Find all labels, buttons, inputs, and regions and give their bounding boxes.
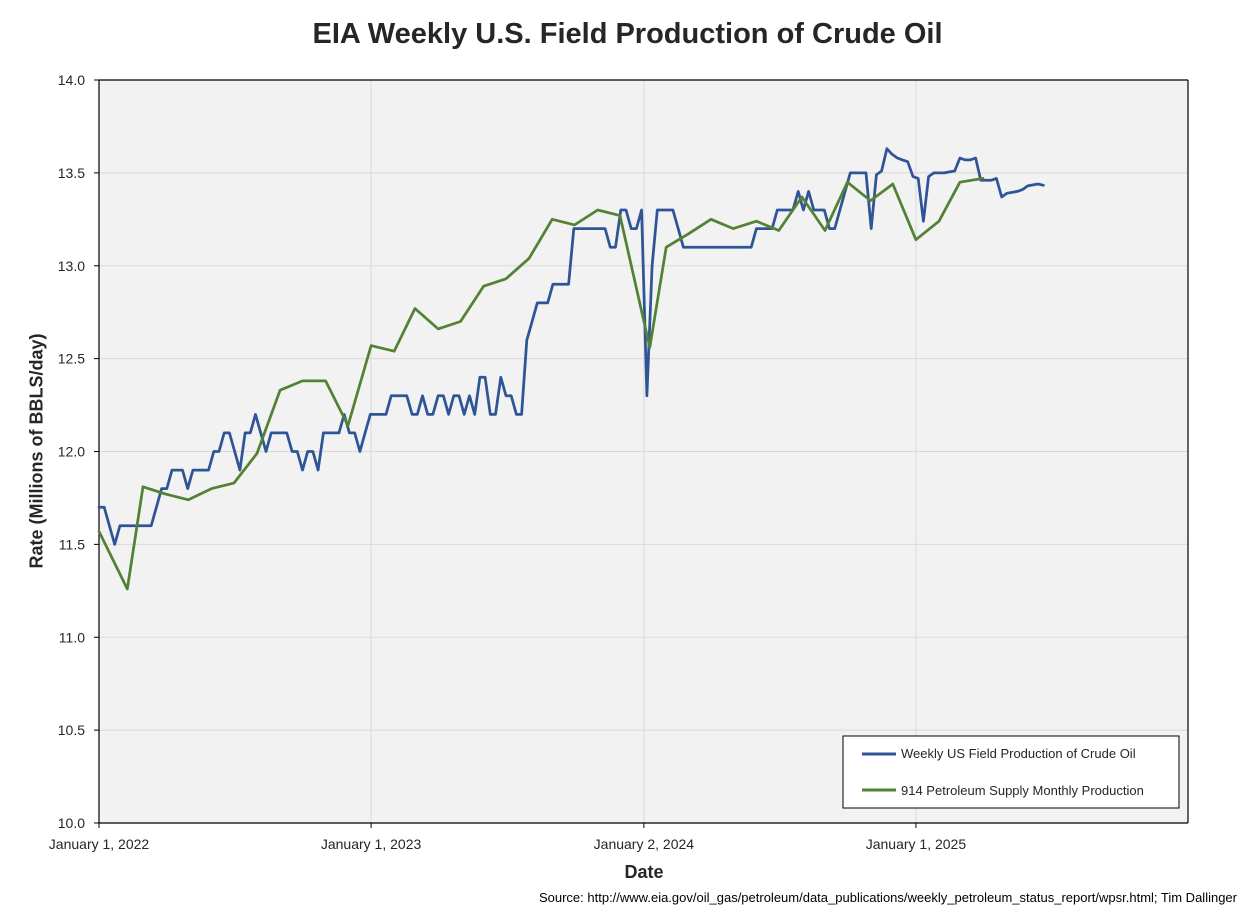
y-tick-label: 10.5 bbox=[58, 722, 85, 738]
legend-label-weekly: Weekly US Field Production of Crude Oil bbox=[901, 746, 1136, 761]
y-tick-label: 14.0 bbox=[58, 72, 85, 88]
x-tick-label: January 1, 2023 bbox=[321, 836, 422, 852]
y-axis-label: Rate (Millions of BBLS/day) bbox=[26, 333, 47, 569]
y-tick-label: 12.0 bbox=[58, 444, 85, 460]
y-tick-label: 13.5 bbox=[58, 165, 85, 181]
x-tick-label: January 1, 2022 bbox=[49, 836, 150, 852]
y-tick-label: 11.0 bbox=[59, 629, 85, 645]
chart-title: EIA Weekly U.S. Field Production of Crud… bbox=[312, 18, 943, 50]
x-tick-label: January 2, 2024 bbox=[594, 836, 695, 852]
series-line-914-monthly-production bbox=[97, 177, 985, 591]
legend-box bbox=[842, 735, 1180, 809]
y-axis-ticks: 10.0 10.5 11.0 11.5 12.0 12.5 13.0 13.5 14.0 bbox=[58, 72, 99, 831]
y-tick-label: 12.5 bbox=[58, 351, 85, 367]
series-lines bbox=[97, 147, 1045, 591]
y-tick-label: 13.0 bbox=[58, 258, 85, 274]
x-axis-label: Date bbox=[624, 862, 664, 882]
x-tick-label: January 1, 2025 bbox=[866, 836, 967, 852]
source-note: Source: http://www.eia.gov/oil_gas/petro… bbox=[538, 890, 1237, 905]
legend-label-monthly: 914 Petroleum Supply Monthly Production bbox=[901, 783, 1144, 798]
y-tick-label: 11.5 bbox=[59, 536, 85, 552]
y-tick-label: 10.0 bbox=[58, 815, 85, 831]
legend: Weekly US Field Production of Crude Oil … bbox=[842, 735, 1180, 809]
series-line-weekly-production bbox=[97, 147, 1045, 546]
x-axis-ticks: January 1, 2022 January 1, 2023 January 2,… bbox=[49, 823, 967, 852]
